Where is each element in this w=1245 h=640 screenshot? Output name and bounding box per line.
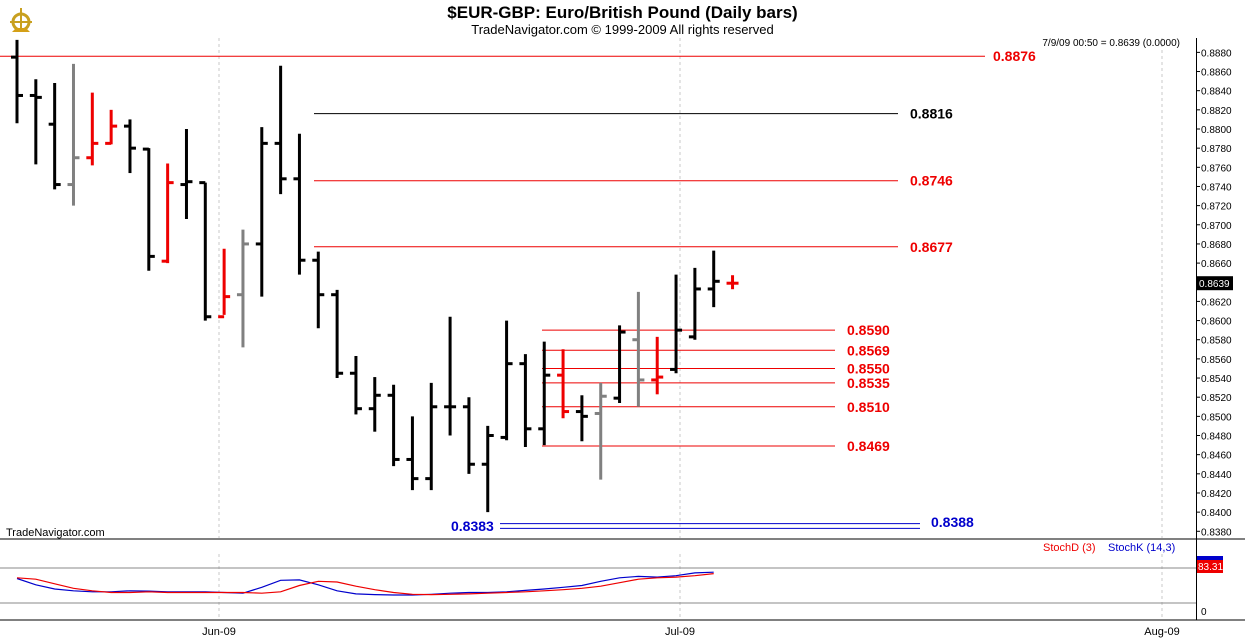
ohlc-bar [199,181,212,321]
price-tick-label: 0.8860 [1201,68,1232,79]
price-tick-label: 0.8780 [1201,144,1232,155]
price-tick-label: 0.8880 [1201,48,1232,59]
ohlc-bar [86,92,99,166]
price-tick-label: 0.8700 [1201,221,1232,232]
ohlc-bar [406,416,419,491]
level-label: 0.8816 [910,106,953,122]
chart-header: $EUR-GBP: Euro/British Pound (Daily bars… [0,0,1245,38]
ohlc-bar [161,163,174,264]
price-tick-label: 0.8540 [1201,374,1232,385]
ohlc-bar [670,274,683,374]
ohlc-bar [425,382,438,491]
date-tick-label: Jul-09 [665,626,695,638]
ohlc-bar [67,63,80,206]
level-label: 0.8677 [910,239,953,255]
ohlc-bar [29,79,42,165]
level-label: 0.8535 [847,375,890,391]
ohlc-bar [274,65,287,195]
stoch-d-legend: StochD (3) [1043,542,1096,554]
stoch-k-legend: StochK (14,3) [1108,542,1176,554]
ohlc-bar [481,425,494,513]
ohlc-bar [613,325,626,403]
price-readout: 7/9/09 00:50 = 0.8639 (0.0000) [1042,38,1180,49]
level-label: 0.8469 [847,438,890,454]
level-label: 0.8569 [847,342,890,358]
ohlc-bar [594,382,607,480]
price-tick-label: 0.8520 [1201,393,1232,404]
ohlc-bar [651,336,664,395]
ohlc-bar [707,250,720,308]
ship-wheel-logo-icon [10,8,32,32]
ohlc-bar [462,397,475,474]
stoch-k-line [16,571,714,596]
ohlc-bar [255,127,268,297]
ohlc-bar [519,354,532,448]
price-tick-label: 0.8840 [1201,87,1232,98]
ohlc-bar [123,119,136,174]
date-tick-label: Aug-09 [1144,626,1179,638]
stoch-current-label: 83.31 [1198,562,1223,573]
price-tick-label: 0.8480 [1201,432,1232,443]
price-tick-label: 0.8740 [1201,182,1232,193]
ohlc-bar [236,229,249,348]
price-tick-label: 0.8460 [1201,451,1232,462]
price-tick-label: 0.8600 [1201,317,1232,328]
ohlc-bar [500,320,513,441]
price-tick-label: 0.8620 [1201,297,1232,308]
price-tick-label: 0.8560 [1201,355,1232,366]
level-label: 0.8388 [931,514,974,530]
ohlc-bar [312,251,325,329]
price-tick-label: 0.8500 [1201,412,1232,423]
price-tick-label: 0.8420 [1201,489,1232,500]
price-tick-label: 0.8580 [1201,336,1232,347]
price-tick-label: 0.8680 [1201,240,1232,251]
level-label: 0.8550 [847,360,890,376]
ohlc-bar [48,83,61,190]
ohlc-bar [444,316,457,436]
ohlc-bar [368,377,381,432]
level-label: 0.8876 [993,48,1036,64]
price-panel-bg [0,38,1245,538]
date-tick-label: Jun-09 [202,626,236,638]
level-label: 0.8590 [847,322,890,338]
level-label: 0.8383 [451,518,494,534]
price-tick-label: 0.8720 [1201,202,1232,213]
chart-title: $EUR-GBP: Euro/British Pound (Daily bars… [447,3,798,22]
ohlc-bar [293,133,306,275]
ohlc-bar [331,289,344,379]
ohlc-bar [387,384,400,467]
level-label: 0.8510 [847,399,890,415]
copyright-subtitle: TradeNavigator.com © 1999-2009 All right… [471,22,774,37]
ohlc-bar [142,147,155,271]
price-tick-label: 0.8440 [1201,470,1232,481]
price-tick-label: 0.8820 [1201,106,1232,117]
ohlc-bar [11,39,23,124]
stoch-tick-label: 0 [1201,607,1207,618]
price-tick-label: 0.8380 [1201,527,1232,538]
ohlc-bar [105,109,118,145]
ohlc-bar [632,291,645,407]
ohlc-bar [688,267,701,340]
current-price-box [1197,276,1233,291]
ohlc-bar [218,248,231,319]
price-tick-label: 0.8660 [1201,259,1232,270]
stoch-d-value-box [1197,560,1223,573]
level-label: 0.8746 [910,173,953,189]
ohlc-bar [575,395,588,442]
price-tick-label: 0.8760 [1201,163,1232,174]
ohlc-bar [538,341,551,446]
current-price-label: 0.8639 [1199,279,1230,290]
stoch-k-value-box [1197,556,1223,560]
watermark-text: TradeNavigator.com [6,527,105,539]
price-tick-label: 0.8800 [1201,125,1232,136]
ohlc-bar [557,349,570,419]
price-tick-label: 0.8400 [1201,508,1232,519]
stoch-d-line [16,573,714,596]
ohlc-bar [349,356,362,415]
ohlc-bar [180,128,193,220]
